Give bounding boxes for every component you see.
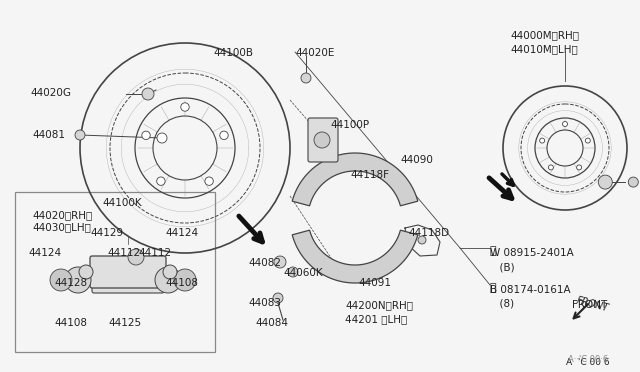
- Text: 44100K: 44100K: [102, 198, 141, 208]
- Circle shape: [220, 131, 228, 140]
- Text: 44100B: 44100B: [213, 48, 253, 58]
- Circle shape: [273, 293, 283, 303]
- Circle shape: [418, 236, 426, 244]
- FancyBboxPatch shape: [90, 256, 166, 288]
- Circle shape: [274, 256, 286, 268]
- Text: 44010M〈LH〉: 44010M〈LH〉: [510, 44, 578, 54]
- Text: 44084: 44084: [255, 318, 288, 328]
- Text: 44020G: 44020G: [30, 88, 71, 98]
- Text: 44083: 44083: [248, 298, 281, 308]
- Text: 44020E: 44020E: [295, 48, 334, 58]
- Circle shape: [128, 249, 144, 265]
- Circle shape: [174, 269, 196, 291]
- Circle shape: [563, 122, 568, 126]
- Circle shape: [157, 177, 165, 185]
- Text: 44000M〈RH〉: 44000M〈RH〉: [510, 30, 579, 40]
- Text: 44118D: 44118D: [408, 228, 449, 238]
- Circle shape: [142, 88, 154, 100]
- Circle shape: [155, 267, 181, 293]
- Text: 44200N〈RH〉: 44200N〈RH〉: [345, 300, 413, 310]
- Circle shape: [50, 269, 72, 291]
- Circle shape: [75, 130, 85, 140]
- Text: (8): (8): [493, 298, 514, 308]
- Text: 44081: 44081: [32, 130, 65, 140]
- Circle shape: [548, 165, 554, 170]
- Text: 44100P: 44100P: [330, 120, 369, 130]
- Text: 44090: 44090: [400, 155, 433, 165]
- Text: 44060K: 44060K: [283, 268, 323, 278]
- Text: 44128: 44128: [54, 278, 87, 288]
- Text: 44091: 44091: [358, 278, 391, 288]
- Circle shape: [540, 138, 545, 143]
- Text: 44108: 44108: [165, 278, 198, 288]
- Polygon shape: [292, 153, 418, 206]
- Text: 44082: 44082: [248, 258, 281, 268]
- Circle shape: [142, 131, 150, 140]
- Text: 44112: 44112: [138, 248, 171, 258]
- Circle shape: [288, 267, 298, 277]
- Text: W 08915-2401A: W 08915-2401A: [490, 248, 573, 258]
- Text: Ⓑ: Ⓑ: [490, 283, 497, 293]
- Circle shape: [586, 138, 590, 143]
- Circle shape: [598, 175, 612, 189]
- Text: A  'C 00 6: A 'C 00 6: [566, 358, 610, 367]
- Bar: [15, 192, 215, 352]
- Text: Ⓡ: Ⓡ: [490, 246, 497, 256]
- Circle shape: [628, 177, 638, 187]
- FancyBboxPatch shape: [308, 118, 338, 162]
- Text: 44020〈RH〉: 44020〈RH〉: [32, 210, 92, 220]
- Text: 44118F: 44118F: [350, 170, 389, 180]
- Circle shape: [157, 133, 167, 143]
- Text: 44201 〈LH〉: 44201 〈LH〉: [345, 314, 407, 324]
- Circle shape: [163, 265, 177, 279]
- Text: 44125: 44125: [108, 318, 141, 328]
- Text: 44124: 44124: [28, 248, 61, 258]
- Polygon shape: [292, 230, 418, 283]
- Text: A··'C 00·6: A··'C 00·6: [568, 355, 608, 364]
- Text: 44129: 44129: [90, 228, 123, 238]
- Text: FRONT: FRONT: [575, 295, 610, 313]
- Circle shape: [181, 103, 189, 111]
- Text: FRONT: FRONT: [572, 300, 607, 310]
- Circle shape: [79, 265, 93, 279]
- Text: (B): (B): [493, 262, 515, 272]
- Circle shape: [205, 177, 213, 185]
- Text: 44124: 44124: [165, 228, 198, 238]
- FancyBboxPatch shape: [92, 267, 164, 293]
- Text: B 08174-0161A: B 08174-0161A: [490, 285, 571, 295]
- Circle shape: [65, 267, 91, 293]
- Text: 44030〈LH〉: 44030〈LH〉: [32, 222, 91, 232]
- Circle shape: [577, 165, 582, 170]
- Text: 44112: 44112: [107, 248, 140, 258]
- Circle shape: [301, 73, 311, 83]
- Text: 44108: 44108: [54, 318, 87, 328]
- Circle shape: [314, 132, 330, 148]
